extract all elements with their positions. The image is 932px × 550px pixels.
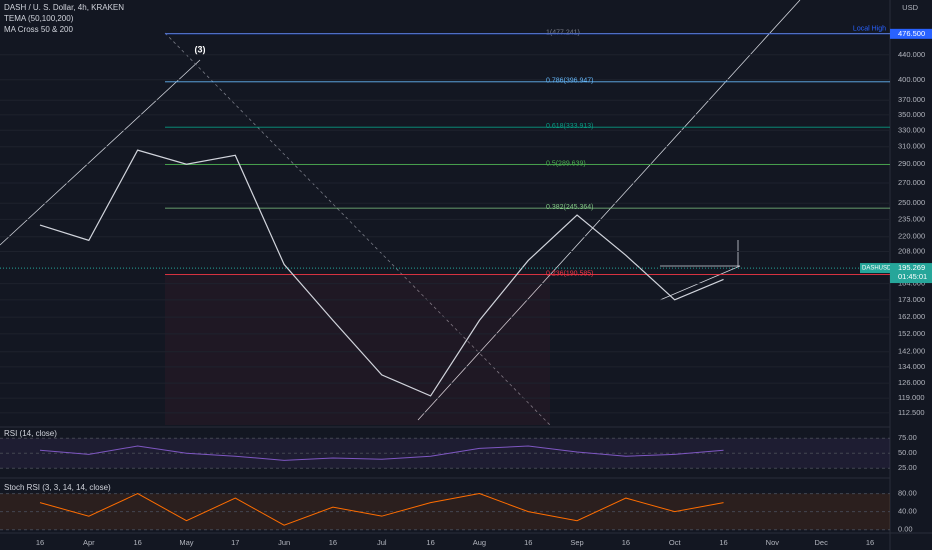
y-tick-label: 112.500 <box>898 408 925 417</box>
y-tick-label: 208.000 <box>898 246 925 255</box>
y-tick-label: 330.000 <box>898 125 925 134</box>
y-tick-label: 119.000 <box>898 393 925 402</box>
x-tick-label: 16 <box>622 538 630 547</box>
price-tag <box>860 263 890 274</box>
x-tick-label: 16 <box>866 538 874 547</box>
indicator-label: TEMA (50,100,200) <box>4 14 74 23</box>
rsi-line <box>39 445 724 461</box>
y-tick-label: 250.000 <box>898 198 925 207</box>
y-tick-label: 25.00 <box>898 463 917 472</box>
x-tick-label: 16 <box>329 538 337 547</box>
x-tick-label: Aug <box>473 538 486 547</box>
x-tick-label: 16 <box>524 538 532 547</box>
y-tick-label: 152.000 <box>898 329 925 338</box>
fib-label: 0.382(245.364) <box>546 204 593 211</box>
stoch-title: Stoch RSI (3, 3, 14, 14, close) <box>4 483 111 492</box>
y-tick-label: 350.000 <box>898 110 925 119</box>
x-tick-label: 16 <box>133 538 141 547</box>
stoch_rsi-line <box>39 493 724 526</box>
x-tick-label: Jul <box>377 538 387 547</box>
chart-title: DASH / U. S. Dollar, 4h, KRAKEN <box>4 3 124 12</box>
x-tick-label: Sep <box>570 538 583 547</box>
y-tick-label: 142.000 <box>898 347 925 356</box>
y-tick-label: 80.00 <box>898 489 917 498</box>
y-tick-label: 134.000 <box>898 362 925 371</box>
y-tick-label: 50.00 <box>898 448 917 457</box>
trend-line <box>417 0 801 421</box>
y-tick-label: 235.000 <box>898 214 925 223</box>
price-tag-name: DASHUSD <box>862 266 892 272</box>
y-tick-label: 270.000 <box>898 178 925 187</box>
y-tick-label: 126.000 <box>898 378 925 387</box>
y-tick-label: 75.00 <box>898 433 917 442</box>
trend-line <box>164 32 551 426</box>
x-tick-label: 16 <box>36 538 44 547</box>
y-tick-label: 440.000 <box>898 50 925 59</box>
price-tag <box>890 28 932 39</box>
y-tick-label: 370.000 <box>898 95 925 104</box>
x-tick-label: 17 <box>231 538 239 547</box>
fib-label: 0.5(289.639) <box>546 160 586 167</box>
local-high-label: Local High <box>853 26 886 33</box>
price-tag-label: 195.269 <box>898 263 925 272</box>
x-tick-label: May <box>179 538 193 547</box>
x-tick-label: Nov <box>766 538 780 547</box>
fib-label: 0.618(333.913) <box>546 123 593 130</box>
price-line <box>39 149 724 397</box>
y-tick-label: 162.000 <box>898 312 925 321</box>
x-tick-label: Jun <box>278 538 290 547</box>
rsi-title: RSI (14, close) <box>4 429 57 438</box>
unit-label: USD <box>902 3 918 12</box>
y-tick-label: 0.00 <box>898 525 913 534</box>
y-tick-label: 310.000 <box>898 142 925 151</box>
fib-label: 0.236(190.585) <box>546 270 593 277</box>
y-tick-label: 173.000 <box>898 295 925 304</box>
y-tick-label: 40.00 <box>898 507 917 516</box>
y-tick-label: 220.000 <box>898 232 925 241</box>
price-tag-label: 476.500 <box>898 29 925 38</box>
price-tag <box>890 263 932 284</box>
fib-label: 0.786(396.947) <box>546 78 593 85</box>
fib-zone <box>165 275 550 425</box>
trend-line <box>0 59 201 246</box>
indicator-label: MA Cross 50 & 200 <box>4 25 73 34</box>
x-tick-label: Oct <box>669 538 682 547</box>
countdown: 01:45:01 <box>898 272 927 281</box>
y-tick-label: 184.000 <box>898 279 925 288</box>
x-tick-label: Apr <box>83 538 95 547</box>
y-tick-label: 400.000 <box>898 75 925 84</box>
x-tick-label: 16 <box>426 538 434 547</box>
y-tick-label: 290.000 <box>898 159 925 168</box>
fib-label: 1(477.241) <box>546 29 580 36</box>
x-tick-label: 16 <box>719 538 727 547</box>
x-tick-label: Dec <box>815 538 829 547</box>
triangle-line <box>659 265 741 301</box>
wave-label: (3) <box>195 44 206 54</box>
